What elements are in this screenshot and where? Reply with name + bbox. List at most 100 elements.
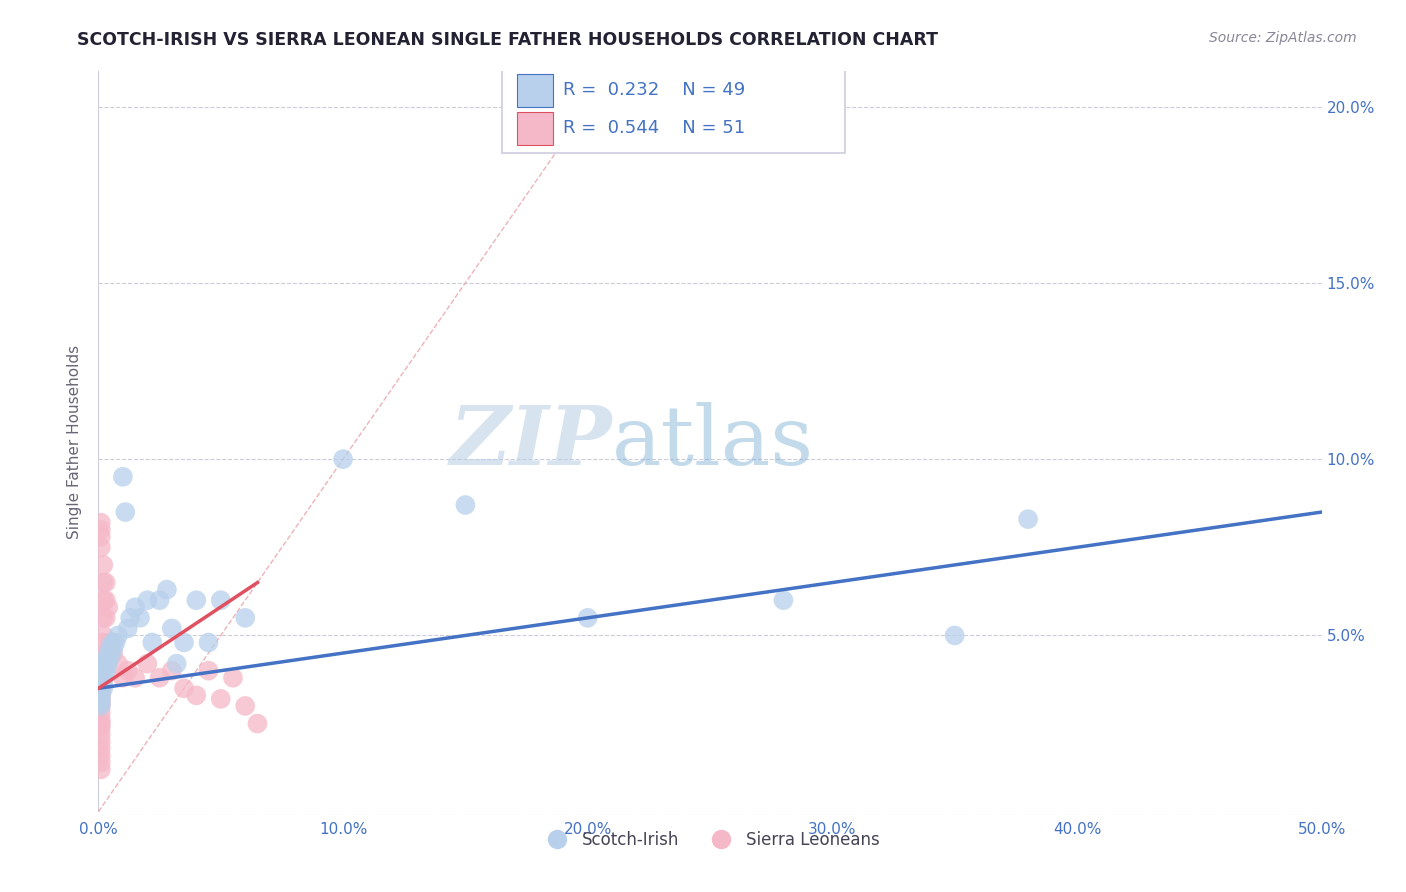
Point (454, 498, 477, 512)
Point (129, 611, 152, 625)
Point (197, 635, 219, 649)
FancyBboxPatch shape (517, 112, 554, 145)
Point (94, 664, 117, 678)
Point (90, 716, 112, 731)
Point (209, 593, 232, 607)
Point (332, 452, 354, 467)
Point (90, 681, 112, 696)
Point (91, 558, 114, 572)
Point (91, 593, 114, 607)
Y-axis label: Single Father Households: Single Father Households (67, 344, 83, 539)
Text: SCOTCH-IRISH VS SIERRA LEONEAN SINGLE FATHER HOUSEHOLDS CORRELATION CHART: SCOTCH-IRISH VS SIERRA LEONEAN SINGLE FA… (77, 31, 938, 49)
Point (209, 692, 232, 706)
Point (124, 671, 146, 685)
Point (90, 692, 112, 706)
Point (91, 681, 114, 696)
Point (90, 706, 112, 720)
Text: R =  0.232    N = 49: R = 0.232 N = 49 (564, 81, 745, 99)
Point (97, 600, 120, 615)
Point (101, 646, 124, 660)
Point (90, 664, 112, 678)
Point (91, 671, 114, 685)
Point (124, 600, 146, 615)
Point (233, 611, 256, 625)
Point (173, 635, 195, 649)
Point (101, 635, 124, 649)
Point (186, 593, 208, 607)
Point (107, 628, 129, 642)
Point (156, 582, 179, 597)
Point (90, 695, 112, 709)
Point (101, 642, 124, 657)
Point (136, 657, 159, 671)
Point (91, 657, 114, 671)
Point (90, 698, 112, 713)
Point (100, 635, 122, 649)
Point (107, 657, 129, 671)
Point (120, 611, 142, 625)
Point (94, 660, 117, 674)
Point (772, 593, 794, 607)
Legend: Scotch-Irish, Sierra Leoneans: Scotch-Irish, Sierra Leoneans (534, 824, 886, 855)
Point (197, 664, 219, 678)
Point (160, 621, 183, 635)
Point (90, 541, 112, 555)
Point (90, 695, 112, 709)
Point (90, 523, 112, 537)
Point (90, 530, 112, 544)
Point (1017, 512, 1039, 526)
Point (246, 716, 269, 731)
Point (90, 664, 112, 678)
Point (111, 671, 134, 685)
Point (90, 685, 112, 699)
Point (114, 505, 136, 519)
Point (104, 635, 127, 649)
Point (91, 664, 114, 678)
Point (90, 720, 112, 734)
Point (90, 713, 112, 727)
Point (136, 593, 159, 607)
FancyBboxPatch shape (517, 73, 554, 107)
Point (91, 611, 114, 625)
Point (94, 646, 117, 660)
Text: ZIP: ZIP (450, 401, 612, 482)
Point (91, 635, 114, 649)
Text: atlas: atlas (612, 401, 814, 482)
Text: Source: ZipAtlas.com: Source: ZipAtlas.com (1209, 31, 1357, 45)
Point (90, 741, 112, 756)
Point (149, 671, 172, 685)
Point (111, 470, 134, 484)
Point (117, 621, 139, 635)
Point (94, 611, 117, 625)
Point (166, 657, 188, 671)
Point (97, 646, 120, 660)
Point (100, 639, 122, 653)
Point (222, 671, 245, 685)
Point (90, 516, 112, 530)
Point (90, 674, 112, 689)
Point (186, 689, 208, 703)
Point (90, 674, 112, 689)
Point (90, 698, 112, 713)
Point (160, 664, 183, 678)
Point (90, 678, 112, 692)
Point (233, 698, 256, 713)
Point (173, 681, 195, 696)
Point (149, 593, 172, 607)
Point (90, 763, 112, 777)
Point (91, 575, 114, 590)
Point (90, 692, 112, 706)
Point (576, 611, 599, 625)
Point (90, 734, 112, 748)
Point (94, 593, 117, 607)
Point (100, 649, 122, 664)
Point (117, 664, 139, 678)
Point (91, 628, 114, 642)
Point (94, 653, 117, 667)
Text: R =  0.544    N = 51: R = 0.544 N = 51 (564, 120, 745, 137)
Point (90, 671, 112, 685)
Point (90, 727, 112, 741)
Point (90, 671, 112, 685)
Point (90, 685, 112, 699)
Point (943, 628, 966, 642)
